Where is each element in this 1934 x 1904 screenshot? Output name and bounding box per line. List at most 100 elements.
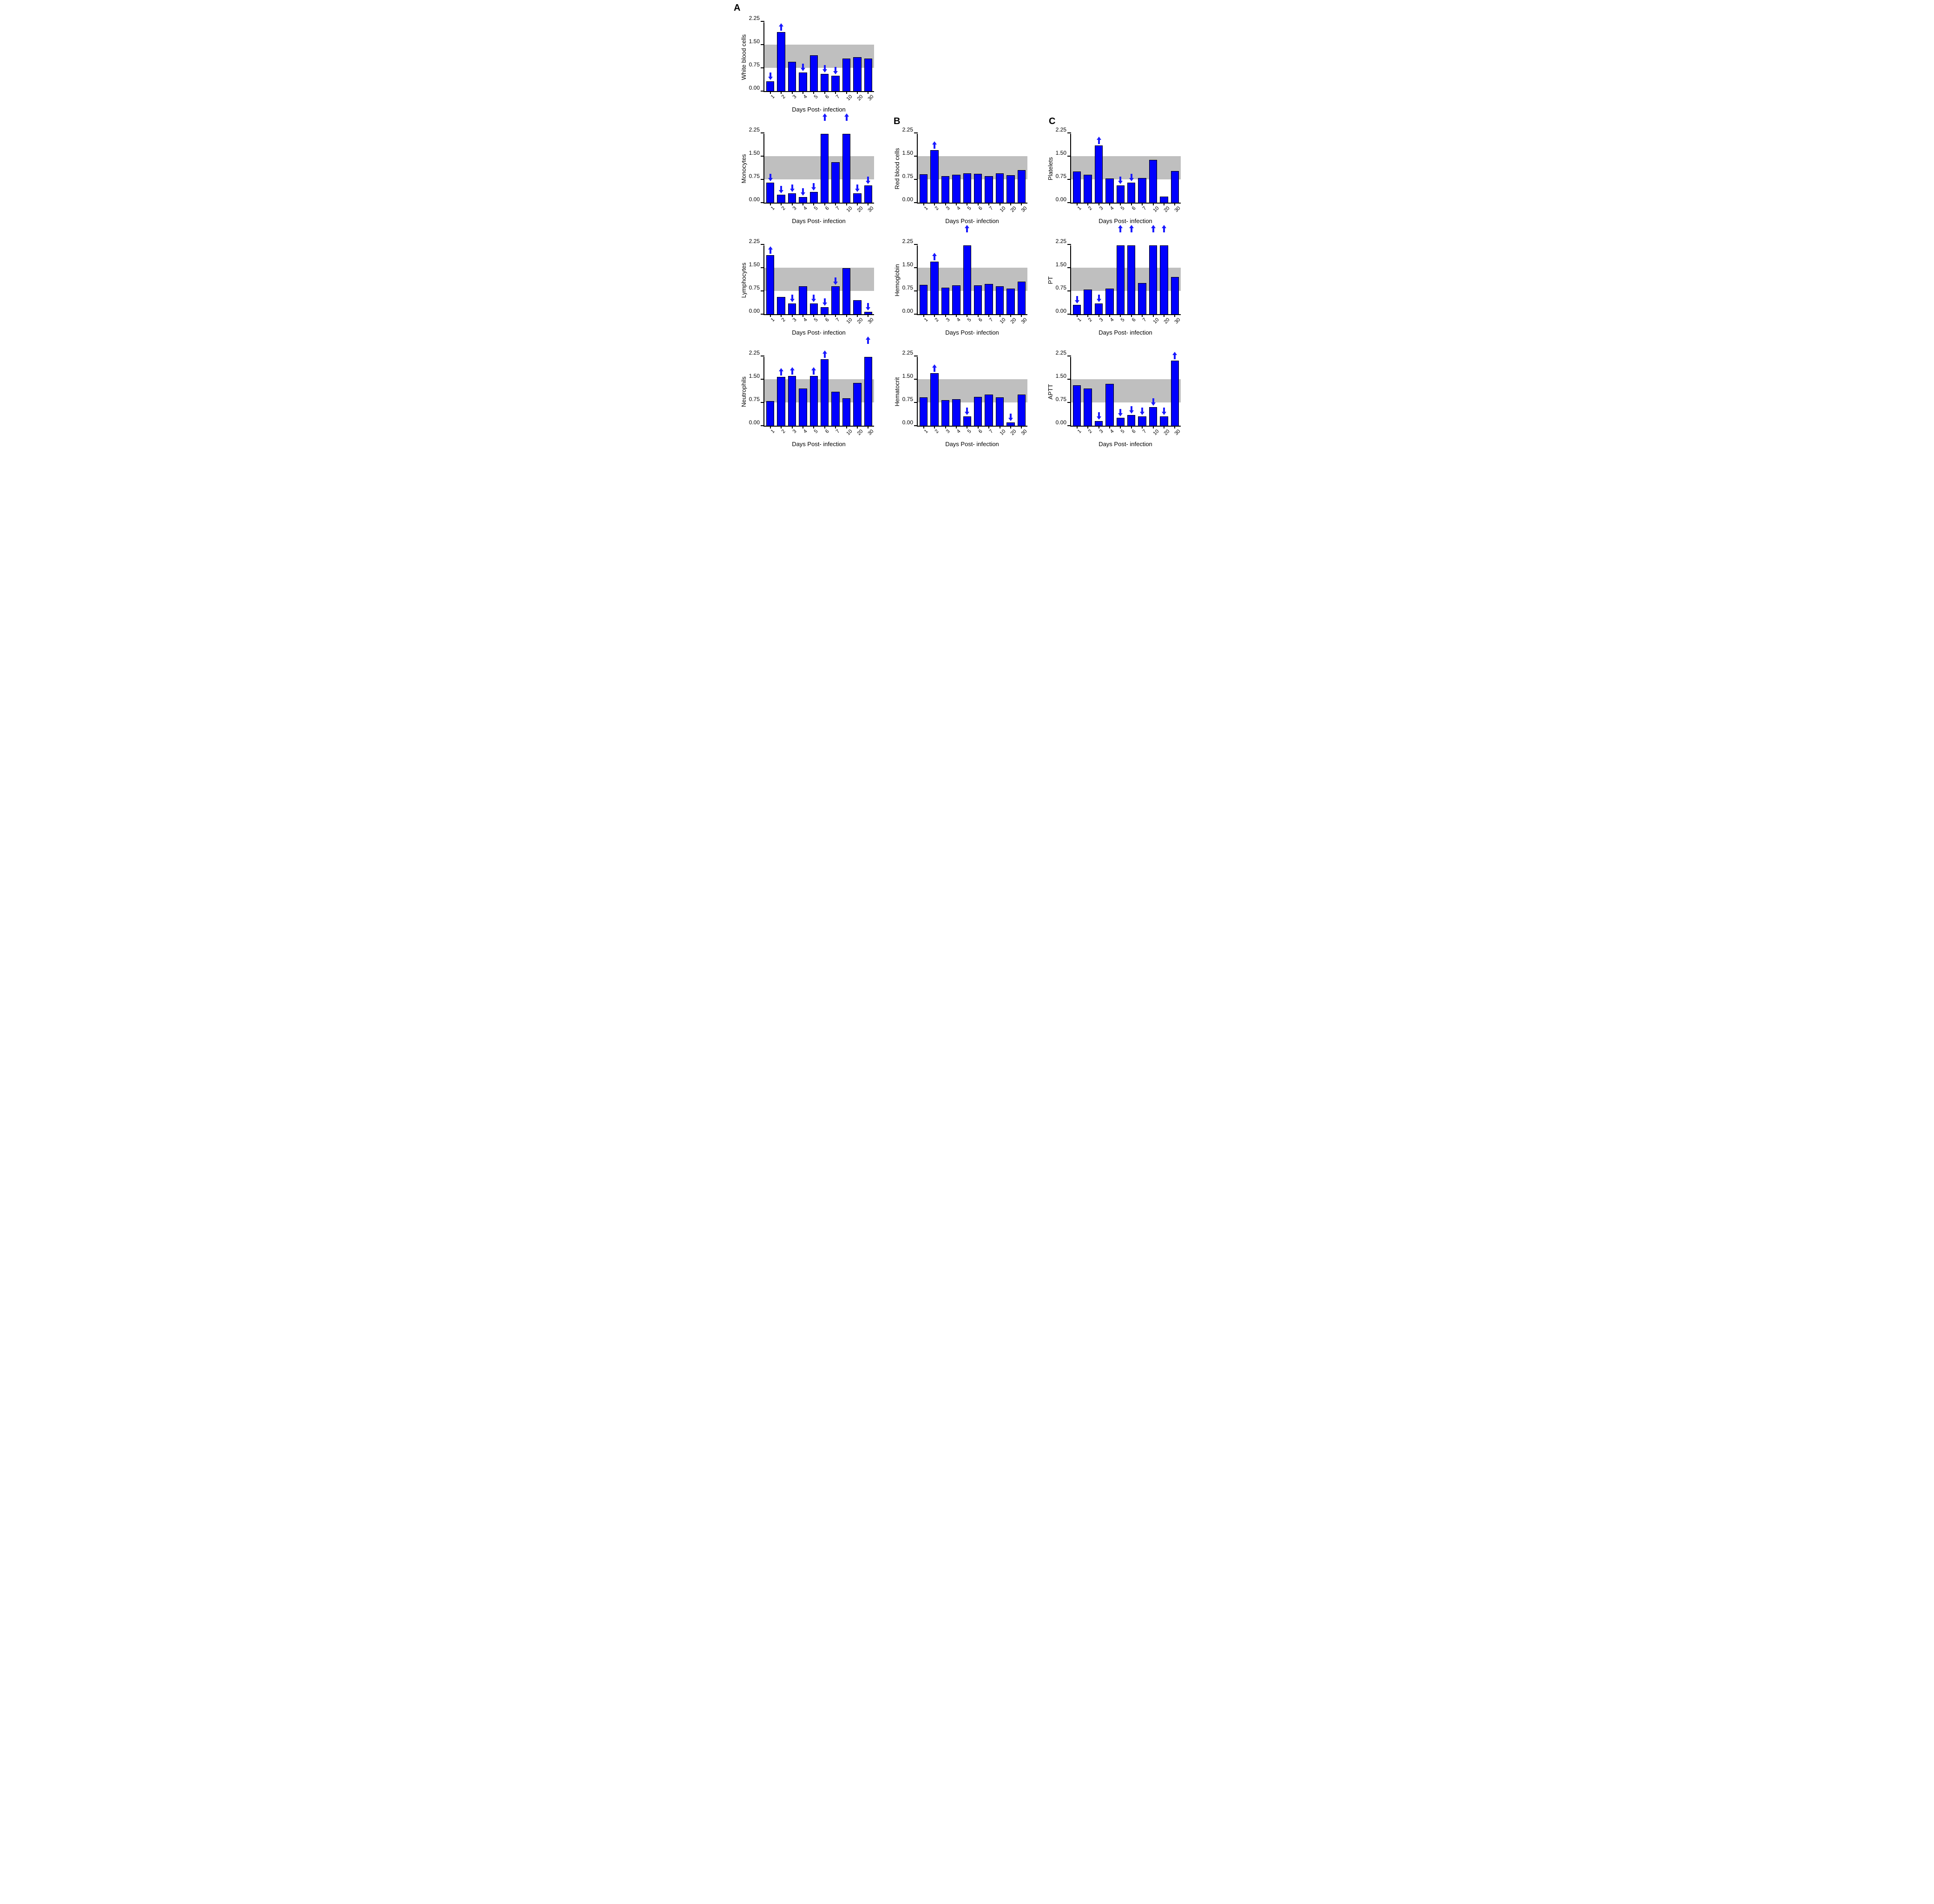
mono-ytick-label: 0.75 bbox=[749, 173, 760, 179]
rbc-xtick-col: 5 bbox=[963, 203, 971, 217]
pt-xtick-mark bbox=[1109, 314, 1110, 317]
hct-bar bbox=[996, 397, 1004, 426]
pt-bar bbox=[1160, 245, 1168, 314]
hgb-xtick-label: 30 bbox=[1020, 317, 1028, 325]
grid-cell: APTT0.000.751.502.251234567102030Days Po… bbox=[1037, 344, 1190, 455]
aptt-xtick-col: 6 bbox=[1127, 426, 1135, 440]
hgb-xtick-label: 4 bbox=[956, 317, 962, 323]
neut-bar-col bbox=[864, 357, 872, 426]
wbc-xtick-label: 3 bbox=[791, 94, 797, 100]
hgb-xtick-col: 20 bbox=[1006, 314, 1014, 328]
mono-ytick bbox=[761, 179, 764, 180]
pt-xtick-label: 6 bbox=[1131, 317, 1137, 323]
hct-xtick-col: 7 bbox=[985, 426, 993, 440]
rbc-plot-area: 0.000.751.502.251234567102030 bbox=[917, 134, 1027, 204]
hgb-xtick-label: 10 bbox=[999, 317, 1006, 325]
lymph-ytick-label: 0.75 bbox=[749, 284, 760, 291]
hgb-bar bbox=[1018, 282, 1026, 314]
neut-xtick-mark bbox=[824, 426, 825, 428]
rbc-bar-col bbox=[996, 134, 1004, 203]
aptt-bars bbox=[1071, 357, 1181, 426]
rbc-bar-col bbox=[1018, 134, 1026, 203]
pt-bar-col bbox=[1171, 245, 1179, 314]
hgb-xtick-label: 7 bbox=[988, 317, 994, 323]
plt-xtick-mark bbox=[1109, 203, 1110, 205]
grid-cell: Neutrophils0.000.751.502.251234567102030… bbox=[730, 344, 883, 455]
wbc-ylabel: White blood cells bbox=[740, 34, 747, 80]
aptt-xlabel: Days Post- infection bbox=[1070, 441, 1181, 448]
mono-xtick-col: 1 bbox=[766, 203, 774, 217]
rbc-xtick-col: 7 bbox=[985, 203, 993, 217]
mono-chart: 0.000.751.502.251234567102030 bbox=[763, 134, 874, 204]
hct-xtick-mark bbox=[934, 426, 935, 428]
neut-bar-col bbox=[821, 357, 829, 426]
neut-bar bbox=[842, 398, 850, 426]
hct-xtick-label: 7 bbox=[988, 428, 994, 435]
mono-plot-area: 0.000.751.502.251234567102030 bbox=[763, 134, 874, 204]
hgb-bar bbox=[930, 262, 938, 314]
pt-xtick-col: 6 bbox=[1127, 314, 1135, 328]
lymph-xtick-mark bbox=[835, 314, 836, 317]
hgb-bar-col bbox=[974, 245, 982, 314]
wbc-xtick-mark bbox=[857, 91, 858, 94]
aptt-xtick-mark bbox=[1077, 426, 1078, 428]
plt-xtick-col: 5 bbox=[1117, 203, 1125, 217]
wbc-xticks: 1234567102030 bbox=[764, 91, 874, 105]
lymph-bar bbox=[821, 307, 829, 314]
lymph-xtick-mark bbox=[781, 314, 782, 317]
hgb-bar-col bbox=[941, 245, 949, 314]
neut-xtick-col: 5 bbox=[810, 426, 818, 440]
wbc-xtick-label: 7 bbox=[835, 94, 841, 100]
hct-xtick-label: 10 bbox=[999, 428, 1006, 436]
pt-bar-col bbox=[1095, 245, 1103, 314]
mono-xtick-mark bbox=[813, 203, 814, 205]
pt-xtick-label: 30 bbox=[1174, 317, 1182, 325]
wbc-bar bbox=[766, 81, 774, 91]
hgb-ytick bbox=[914, 267, 918, 268]
aptt-xtick-col: 7 bbox=[1138, 426, 1146, 440]
rbc-xtick-mark bbox=[923, 203, 924, 205]
panel-letter-b: B bbox=[894, 116, 900, 127]
plt-bar bbox=[1138, 178, 1146, 203]
hct-ytick-label: 0.75 bbox=[902, 396, 913, 402]
mono-bar-col bbox=[788, 134, 796, 203]
neut-xtick-col: 1 bbox=[766, 426, 774, 440]
hgb-xtick-mark bbox=[945, 314, 946, 317]
rbc-xtick-label: 30 bbox=[1020, 205, 1028, 213]
aptt-xtick-label: 10 bbox=[1152, 428, 1160, 436]
hgb-xtick-mark bbox=[934, 314, 935, 317]
rbc-bar-col bbox=[952, 134, 960, 203]
mono-bar bbox=[799, 197, 807, 203]
lymph-bar bbox=[831, 286, 839, 314]
wbc-xtick-col: 30 bbox=[864, 91, 872, 105]
rbc-bar bbox=[963, 173, 971, 203]
lymph-bar-col bbox=[821, 245, 829, 314]
grid-cell: Platelets0.000.751.502.251234567102030Da… bbox=[1037, 121, 1190, 232]
neut-xtick-mark bbox=[770, 426, 771, 428]
pt-xtick-mark bbox=[1077, 314, 1078, 317]
pt-bar bbox=[1171, 277, 1179, 314]
aptt-bar-col bbox=[1127, 357, 1135, 426]
hgb-ytick-label: 1.50 bbox=[902, 261, 913, 268]
plt-bar bbox=[1171, 171, 1179, 203]
hgb-xticks: 1234567102030 bbox=[918, 314, 1027, 328]
pt-xtick-col: 1 bbox=[1073, 314, 1081, 328]
pt-bar bbox=[1105, 289, 1113, 314]
hct-bar-col bbox=[952, 357, 960, 426]
hct-xtick-label: 2 bbox=[934, 428, 940, 435]
neut-arrow-up-icon bbox=[822, 350, 828, 358]
plt-bar-col bbox=[1095, 134, 1103, 203]
hgb-plot-area: 0.000.751.502.251234567102030 bbox=[917, 245, 1027, 315]
neut-bar bbox=[853, 383, 861, 426]
hct-xtick-label: 20 bbox=[1009, 428, 1017, 436]
hct-xtick-col: 2 bbox=[930, 426, 938, 440]
mono-xtick-col: 30 bbox=[864, 203, 872, 217]
neut-ytick-label: 0.00 bbox=[749, 419, 760, 426]
neut-xtick-col: 20 bbox=[853, 426, 861, 440]
grid-cell bbox=[1037, 9, 1190, 121]
hgb-bar-col bbox=[1006, 245, 1014, 314]
plt-bar-col bbox=[1171, 134, 1179, 203]
hct-bar-col bbox=[1018, 357, 1026, 426]
aptt-xtick-col: 20 bbox=[1160, 426, 1168, 440]
lymph-bar-col bbox=[842, 245, 850, 314]
